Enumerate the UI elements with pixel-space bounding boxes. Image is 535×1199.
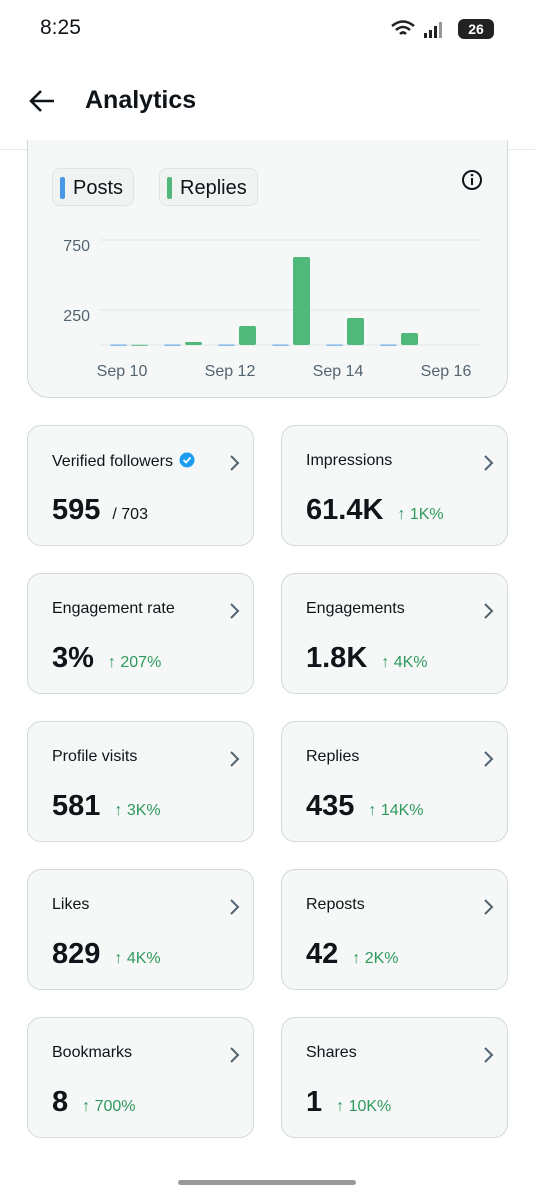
stat-number: 829: [52, 938, 101, 970]
info-icon[interactable]: [461, 169, 483, 191]
stat-change: ↑ 207%: [107, 654, 162, 671]
x-tick-label: Sep 16: [421, 363, 472, 380]
bar: [131, 344, 148, 346]
stat-change: ↑ 14K%: [368, 802, 424, 819]
stat-change: ↑ 4K%: [381, 654, 428, 671]
stat-value: 8 ↑ 700%: [52, 1086, 136, 1119]
chevron: [230, 1047, 240, 1063]
stat-number: 435: [306, 790, 355, 822]
stat-card[interactable]: Likes 829 ↑ 4K%: [27, 869, 254, 990]
stat-label: Replies: [306, 748, 360, 765]
stat-value: 595 / 703: [52, 494, 148, 527]
stat-number: 61.4K: [306, 494, 384, 526]
bar: [326, 344, 343, 346]
stat-change: ↑ 3K%: [114, 802, 161, 819]
stat-value: 3% ↑ 207%: [52, 642, 161, 675]
stat-label: Likes: [52, 896, 90, 913]
stat-label: Impressions: [306, 452, 393, 469]
stat-value: 1.8K ↑ 4K%: [306, 642, 428, 675]
y-tick-label: 250: [63, 308, 90, 325]
chevron: [484, 1047, 494, 1063]
bar: [239, 325, 256, 345]
bar: [164, 344, 181, 346]
chevron: [484, 455, 494, 471]
bar: [272, 344, 289, 346]
stat-number: 42: [306, 938, 339, 970]
battery: 26: [458, 19, 494, 39]
stat-value: 1 ↑ 10K%: [306, 1086, 391, 1119]
x-tick-label: Sep 10: [97, 363, 148, 380]
stat-value: 829 ↑ 4K%: [52, 938, 161, 971]
bar: [401, 332, 418, 345]
legend-label: Posts: [73, 177, 124, 199]
chevron: [230, 455, 240, 471]
stat-label: Shares: [306, 1044, 357, 1061]
chevron: [484, 751, 494, 767]
stat-card[interactable]: Bookmarks 8 ↑ 700%: [27, 1017, 254, 1138]
bar: [185, 342, 202, 345]
stat-card[interactable]: Profile visits 581 ↑ 3K%: [27, 721, 254, 842]
stat-card[interactable]: Impressions 61.4K ↑ 1K%: [281, 425, 508, 546]
chevron: [230, 899, 240, 915]
legend-item[interactable]: Replies: [159, 168, 258, 206]
stat-number: 8: [52, 1086, 69, 1118]
stat-number: 595: [52, 494, 101, 526]
stat-value: 581 ↑ 3K%: [52, 790, 161, 823]
stat-total: / 703: [112, 506, 148, 523]
stat-card[interactable]: Verified followers 595 / 703: [27, 425, 254, 546]
stat-change: ↑ 10K%: [336, 1098, 392, 1115]
x-tick-label: Sep 14: [313, 363, 364, 380]
bar: [293, 256, 310, 345]
stat-label: Bookmarks: [52, 1044, 133, 1061]
status-icons: [391, 20, 442, 38]
stat-value: 435 ↑ 14K%: [306, 790, 424, 823]
verified-badge: [179, 452, 195, 468]
bar: [218, 344, 235, 346]
stat-number: 1.8K: [306, 642, 368, 674]
chevron: [484, 899, 494, 915]
clock: 8:25: [40, 16, 81, 39]
bar: [380, 344, 397, 346]
stat-value: 61.4K ↑ 1K%: [306, 494, 444, 527]
stat-change: ↑ 2K%: [352, 950, 399, 967]
stat-card[interactable]: Engagement rate 3% ↑ 207%: [27, 573, 254, 694]
stat-card[interactable]: Replies 435 ↑ 14K%: [281, 721, 508, 842]
chevron: [230, 751, 240, 767]
stat-number: 581: [52, 790, 101, 822]
bar: [347, 317, 364, 345]
stat-card[interactable]: Reposts 42 ↑ 2K%: [281, 869, 508, 990]
stat-label: Verified followers: [52, 452, 195, 471]
legend-label: Replies: [180, 177, 247, 199]
chart: 250 750 Sep 10 Sep 12 Sep 14 Sep 16: [63, 238, 480, 380]
stat-label: Engagements: [306, 600, 405, 617]
stat-value: 42 ↑ 2K%: [306, 938, 399, 971]
stat-change: ↑ 4K%: [114, 950, 161, 967]
bar: [110, 344, 127, 346]
stat-label: Profile visits: [52, 748, 138, 765]
y-tick-label: 750: [63, 238, 90, 255]
home-indicator: [178, 1180, 356, 1185]
chevron: [484, 603, 494, 619]
stat-card[interactable]: Engagements 1.8K ↑ 4K%: [281, 573, 508, 694]
stat-label: Engagement rate: [52, 600, 175, 617]
chevron: [230, 603, 240, 619]
page-title: Analytics: [85, 86, 197, 114]
stat-number: 3%: [52, 642, 94, 674]
stat-change: ↑ 700%: [82, 1098, 136, 1115]
stat-label: Reposts: [306, 896, 365, 913]
stat-number: 1: [306, 1086, 323, 1118]
back-button[interactable]: [28, 88, 58, 114]
legend-item[interactable]: Posts: [52, 168, 135, 206]
stat-card[interactable]: Shares 1 ↑ 10K%: [281, 1017, 508, 1138]
x-tick-label: Sep 12: [205, 363, 256, 380]
stat-change: ↑ 1K%: [397, 506, 444, 523]
